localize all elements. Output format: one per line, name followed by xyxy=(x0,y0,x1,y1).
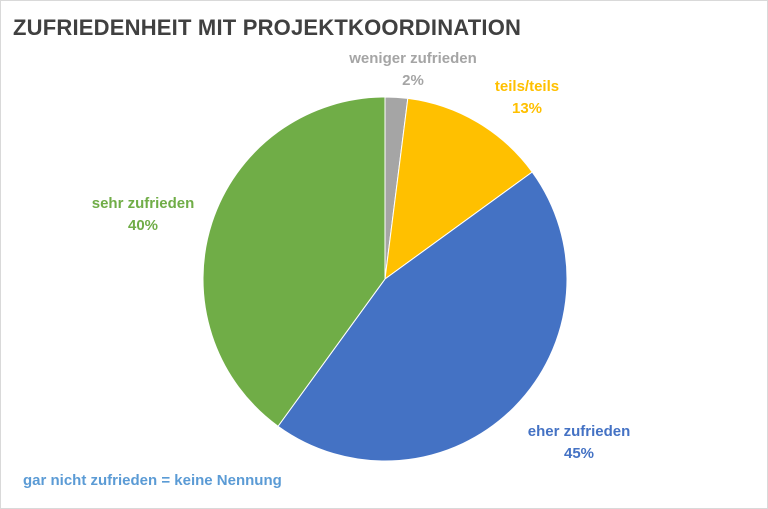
pie-slice-sehr-zufrieden xyxy=(202,96,386,427)
slice-label-value-sehr-zufrieden: 40% xyxy=(128,217,158,234)
slice-label-value-eher-zufrieden: 45% xyxy=(564,445,594,462)
slice-label-name-teils-teils: teils/teils xyxy=(495,78,559,95)
slice-label-name-eher-zufrieden: eher zufrieden xyxy=(528,423,631,440)
slice-label-value-weniger-zufrieden: 2% xyxy=(402,72,424,89)
pie-slice-eher-zufrieden xyxy=(277,171,568,462)
chart-annotation: gar nicht zufrieden = keine Nennung xyxy=(23,472,282,489)
slice-label-name-weniger-zufrieden: weniger zufrieden xyxy=(348,50,477,67)
slice-label-value-teils-teils: 13% xyxy=(512,100,542,117)
pie-slice-teils-teils xyxy=(384,97,533,281)
chart-title: ZUFRIEDENHEIT MIT PROJEKTKOORDINATION xyxy=(13,15,522,40)
slice-label-name-sehr-zufrieden: sehr zufrieden xyxy=(92,195,195,212)
